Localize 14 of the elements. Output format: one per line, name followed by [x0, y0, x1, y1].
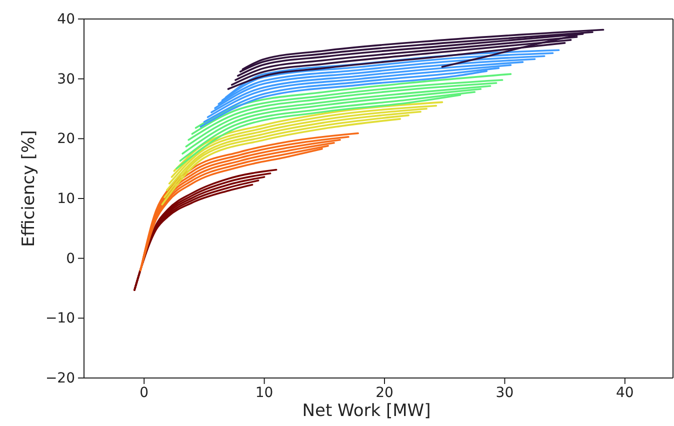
x-axis-title: Net Work [MW] [302, 401, 431, 421]
y-tick-label: 20 [57, 131, 75, 148]
y-tick-label: 30 [57, 71, 75, 88]
x-tick-label: 0 [140, 384, 149, 401]
x-tick-label: 20 [376, 384, 394, 401]
y-tick-label: −20 [45, 370, 75, 386]
y-tick-label: 40 [57, 11, 75, 28]
x-tick-label: 40 [616, 384, 634, 401]
y-axis-title: Efficiency [%] [19, 130, 39, 247]
y-tick-label: 0 [66, 250, 75, 267]
x-tick-label: 10 [255, 384, 274, 401]
y-tick-label: 10 [57, 190, 75, 207]
y-tick-label: −10 [45, 310, 75, 327]
x-tick-label: 30 [496, 384, 514, 401]
